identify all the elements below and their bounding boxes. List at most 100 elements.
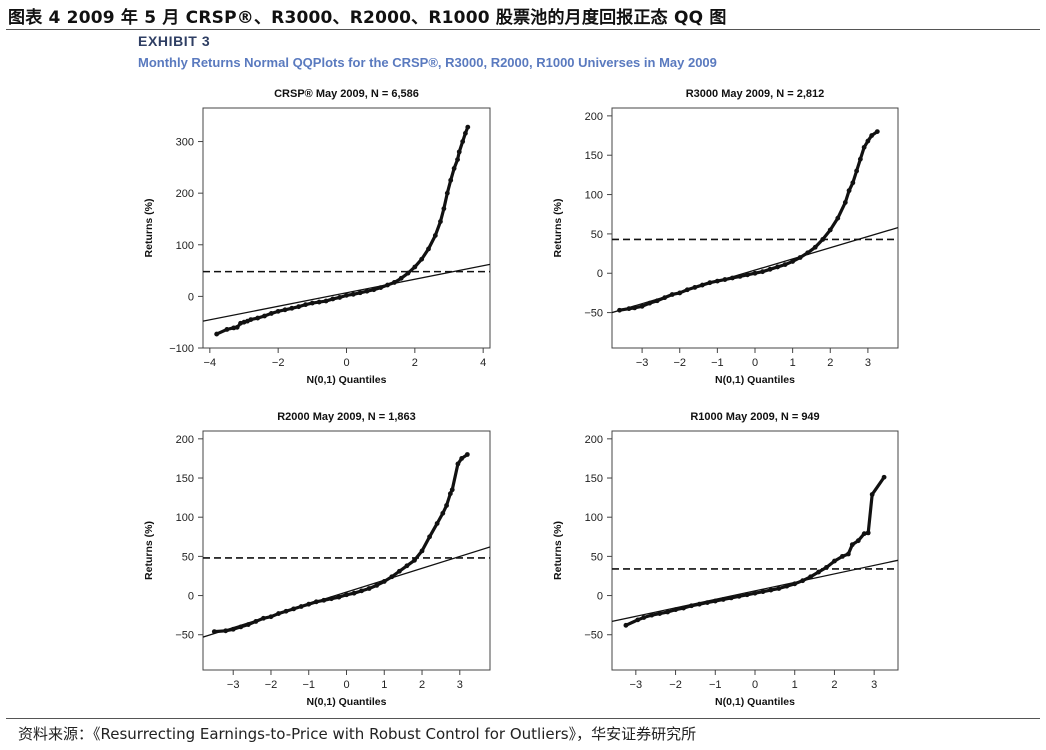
data-point bbox=[800, 578, 806, 584]
data-point bbox=[378, 285, 384, 291]
data-point bbox=[463, 130, 468, 136]
data-point bbox=[381, 579, 387, 584]
data-point bbox=[865, 530, 871, 536]
y-tick-label: 200 bbox=[585, 111, 603, 123]
x-tick-label: 0 bbox=[343, 357, 349, 369]
y-tick-label: 200 bbox=[585, 434, 603, 446]
data-point bbox=[824, 564, 829, 570]
data-point bbox=[351, 590, 357, 596]
data-point bbox=[464, 452, 470, 457]
data-point bbox=[337, 295, 343, 300]
figure-title: 图表 4 2009 年 5 月 CRSP®、R3000、R2000、R1000 … bbox=[8, 8, 727, 28]
x-tick-label: −1 bbox=[711, 357, 724, 369]
data-point bbox=[869, 133, 875, 138]
data-point bbox=[861, 144, 867, 150]
data-point bbox=[649, 612, 655, 618]
data-point bbox=[707, 280, 713, 286]
data-point bbox=[797, 255, 803, 260]
data-point bbox=[268, 614, 274, 620]
x-tick-label: 2 bbox=[831, 679, 837, 691]
data-point bbox=[790, 259, 796, 264]
x-axis-label: N(0,1) Quantiles bbox=[307, 696, 387, 708]
quantile-band-segment bbox=[427, 521, 439, 539]
data-point bbox=[276, 611, 281, 616]
y-axis-label: Returns (%) bbox=[143, 199, 155, 258]
x-axis-label: N(0,1) Quantiles bbox=[715, 374, 795, 386]
data-point bbox=[712, 598, 718, 604]
data-point bbox=[654, 298, 660, 304]
data-point bbox=[234, 324, 240, 330]
quantile-band-segment bbox=[420, 535, 432, 553]
data-point bbox=[366, 586, 372, 591]
data-point bbox=[639, 303, 645, 309]
y-tick-label: 300 bbox=[176, 137, 194, 149]
data-point bbox=[223, 628, 229, 634]
data-point bbox=[720, 597, 726, 602]
data-point bbox=[419, 256, 425, 262]
data-point bbox=[344, 292, 349, 298]
quantile-band-segment bbox=[426, 233, 437, 251]
y-tick-label: 100 bbox=[176, 240, 194, 252]
x-tick-label: −3 bbox=[227, 679, 240, 691]
data-point bbox=[412, 264, 418, 270]
quantile-band-segment bbox=[433, 219, 443, 238]
data-point bbox=[291, 606, 297, 612]
data-point bbox=[632, 305, 637, 311]
y-tick-label: −100 bbox=[169, 343, 194, 355]
data-point bbox=[391, 280, 397, 285]
data-point bbox=[855, 538, 861, 544]
qq-plot-2: R3000 May 2009, N = 2,812 −3 −2 −1 0 1 2 3 −50 0 5… bbox=[552, 88, 899, 386]
data-point bbox=[404, 563, 410, 569]
quantile-band-segment bbox=[442, 191, 449, 211]
x-tick-label: −1 bbox=[709, 679, 722, 691]
data-point bbox=[827, 227, 833, 233]
plot-marks bbox=[612, 474, 898, 628]
data-point bbox=[440, 510, 446, 516]
x-tick-label: 3 bbox=[871, 679, 877, 691]
data-point bbox=[784, 583, 790, 589]
data-point bbox=[238, 624, 244, 630]
data-point bbox=[805, 250, 811, 256]
data-point bbox=[357, 290, 363, 296]
data-point bbox=[842, 200, 848, 205]
data-point bbox=[389, 574, 395, 580]
data-point bbox=[456, 149, 462, 155]
data-point bbox=[808, 574, 814, 580]
data-point bbox=[426, 246, 431, 252]
data-point bbox=[722, 277, 728, 282]
data-point bbox=[385, 282, 390, 288]
data-point bbox=[374, 582, 380, 588]
x-tick-label: 2 bbox=[419, 679, 425, 691]
data-point bbox=[782, 262, 788, 267]
data-point bbox=[812, 244, 818, 250]
data-point bbox=[617, 307, 622, 313]
plot-marks bbox=[203, 452, 490, 638]
data-point bbox=[626, 306, 632, 312]
data-point bbox=[835, 215, 841, 221]
data-point bbox=[451, 165, 457, 171]
data-point bbox=[760, 269, 765, 275]
data-point bbox=[224, 327, 230, 332]
data-point bbox=[704, 600, 710, 606]
data-point bbox=[321, 597, 327, 603]
quantile-band-segment bbox=[450, 462, 460, 492]
data-point bbox=[211, 629, 217, 635]
data-point bbox=[677, 290, 683, 296]
x-tick-label: 2 bbox=[412, 357, 418, 369]
x-tick-label: 4 bbox=[480, 357, 486, 369]
y-tick-label: 0 bbox=[188, 591, 194, 603]
data-point bbox=[444, 190, 450, 196]
data-point bbox=[861, 531, 867, 537]
data-point bbox=[214, 331, 220, 337]
data-point bbox=[728, 595, 734, 601]
data-point bbox=[760, 589, 766, 595]
x-tick-label: 0 bbox=[752, 357, 758, 369]
data-point bbox=[681, 605, 686, 611]
data-point bbox=[641, 615, 647, 620]
y-tick-label: 150 bbox=[176, 473, 194, 485]
data-point bbox=[745, 272, 750, 278]
data-point bbox=[816, 569, 821, 575]
y-tick-label: 0 bbox=[597, 591, 603, 603]
normal-reference-line bbox=[203, 263, 490, 322]
y-tick-label: −50 bbox=[584, 308, 603, 320]
